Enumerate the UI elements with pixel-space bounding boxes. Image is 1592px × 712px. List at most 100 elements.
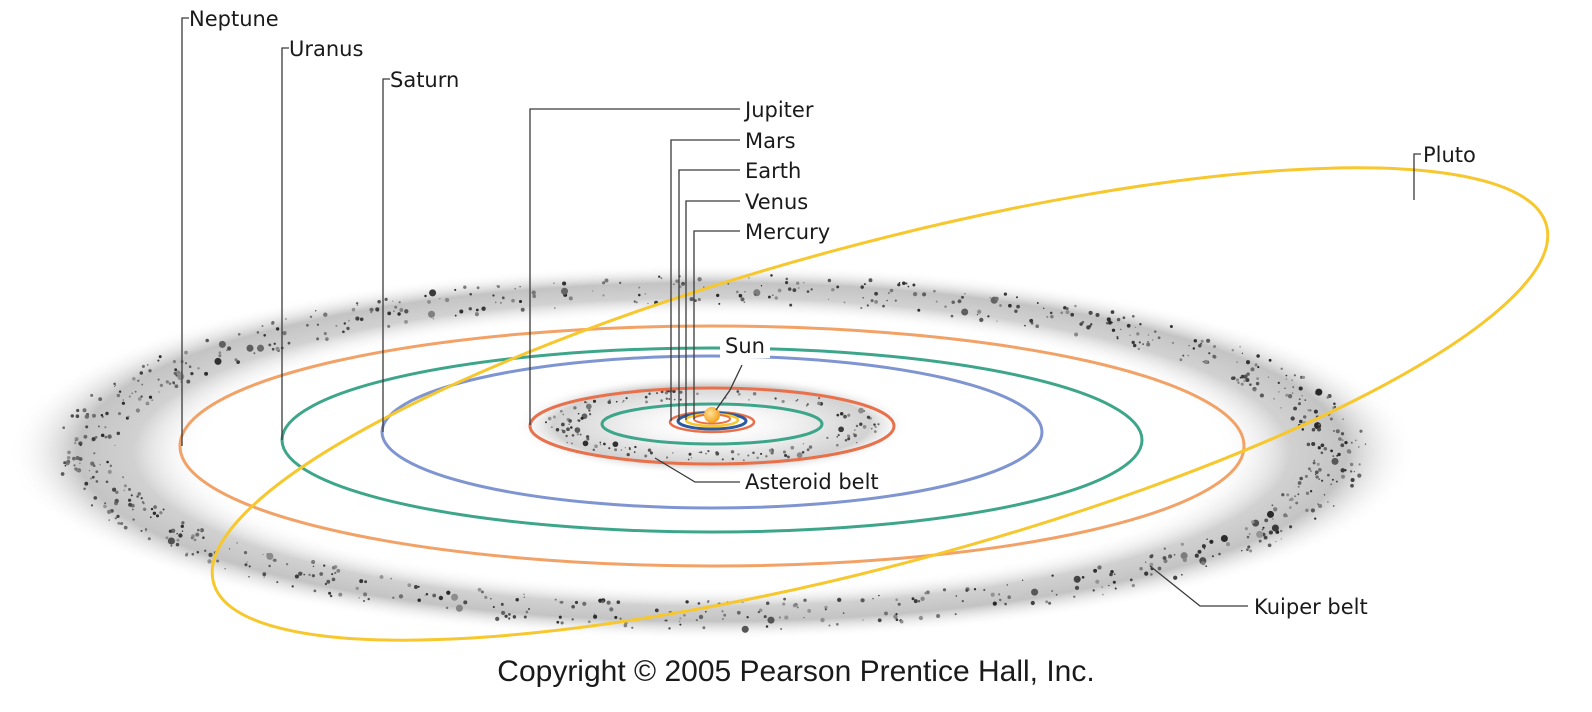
belt-dust-particle <box>181 521 185 525</box>
belt-dust-particle <box>917 600 921 603</box>
belt-dust-particle <box>843 414 847 419</box>
belt-dust-particle <box>246 344 254 352</box>
belt-dust-particle <box>1111 321 1113 324</box>
belt-dust-particle <box>562 413 564 416</box>
belt-dust-particle <box>107 469 112 474</box>
belt-dust-particle <box>1285 374 1288 377</box>
belt-dust-particle <box>123 489 126 492</box>
belt-dust-particle <box>262 553 264 556</box>
belt-dust-particle <box>740 297 745 302</box>
belt-dust-particle <box>550 426 553 429</box>
belt-dust-particle <box>610 608 613 612</box>
belt-dust-particle <box>165 380 169 384</box>
belt-dust-particle <box>631 626 634 629</box>
belt-dust-particle <box>1206 538 1208 540</box>
belt-dust-particle <box>199 529 202 532</box>
belt-dust-particle <box>1048 601 1052 605</box>
belt-dust-particle <box>196 528 200 532</box>
belt-dust-particle <box>765 455 768 458</box>
belt-dust-particle <box>1131 314 1135 318</box>
belt-dust-particle <box>781 399 785 404</box>
label-mars: Mars <box>745 129 796 153</box>
belt-dust-particle <box>475 308 479 312</box>
belt-dust-particle <box>818 397 821 400</box>
belt-dust-particle <box>961 308 969 316</box>
belt-dust-particle <box>1280 367 1283 370</box>
belt-dust-particle <box>877 618 882 623</box>
belt-dust-particle <box>363 592 368 597</box>
belt-dust-particle <box>1050 315 1054 319</box>
belt-dust-particle <box>555 428 560 432</box>
belt-dust-particle <box>907 285 910 288</box>
belt-dust-particle <box>105 480 109 484</box>
belt-dust-particle <box>837 434 840 437</box>
belt-dust-particle <box>404 309 409 314</box>
belt-dust-particle <box>1231 348 1235 352</box>
belt-dust-particle <box>1349 462 1354 467</box>
belt-dust-particle <box>1200 342 1203 345</box>
belt-dust-particle <box>455 604 463 612</box>
belt-dust-particle <box>847 437 851 441</box>
belt-dust-particle <box>519 285 521 288</box>
belt-dust-particle <box>148 395 153 399</box>
belt-dust-particle <box>500 302 502 304</box>
belt-dust-particle <box>167 537 175 545</box>
belt-dust-particle <box>1200 339 1204 343</box>
asteroid-belt-leader <box>654 457 740 483</box>
belt-dust-particle <box>862 425 867 429</box>
belt-dust-particle <box>459 309 464 314</box>
belt-dust-particle <box>1070 312 1075 317</box>
belt-dust-particle <box>141 364 145 368</box>
belt-dust-particle <box>135 408 141 413</box>
belt-dust-particle <box>83 487 86 490</box>
belt-dust-particle <box>480 590 484 594</box>
belt-dust-particle <box>397 312 401 316</box>
belt-dust-particle <box>147 364 149 366</box>
belt-dust-particle <box>994 296 999 301</box>
belt-dust-particle <box>562 281 567 286</box>
belt-dust-particle <box>218 351 222 355</box>
mercury-leader <box>693 230 740 419</box>
belt-dust-particle <box>155 514 160 518</box>
belt-dust-particle <box>123 525 128 530</box>
belt-dust-particle <box>1240 374 1245 379</box>
belt-dust-particle <box>319 572 324 576</box>
belt-dust-particle <box>1344 440 1348 445</box>
belt-dust-particle <box>951 300 955 305</box>
belt-dust-particle <box>647 448 652 452</box>
belt-dust-particle <box>1111 328 1116 332</box>
belt-dust-particle <box>1350 441 1353 444</box>
belt-dust-particle <box>1107 320 1112 325</box>
belt-dust-particle <box>1180 542 1184 546</box>
belt-dust-particle <box>1249 383 1252 386</box>
belt-dust-particle <box>1340 468 1345 473</box>
belt-dust-particle <box>920 596 925 601</box>
belt-dust-particle <box>136 495 139 498</box>
belt-dust-particle <box>120 521 124 526</box>
belt-dust-particle <box>1245 360 1251 365</box>
belt-dust-particle <box>599 441 602 444</box>
belt-dust-particle <box>922 292 927 297</box>
belt-dust-particle <box>1122 316 1126 320</box>
belt-dust-particle <box>174 384 179 389</box>
belt-dust-particle <box>1239 376 1242 379</box>
belt-dust-particle <box>1109 572 1113 577</box>
belt-dust-particle <box>1051 590 1054 592</box>
belt-dust-particle <box>474 312 479 317</box>
belt-dust-particle <box>827 298 830 301</box>
belt-dust-particle <box>730 450 735 454</box>
belt-dust-particle <box>316 323 319 326</box>
belt-dust-particle <box>1293 374 1297 377</box>
belt-dust-particle <box>1258 539 1262 543</box>
belt-dust-particle <box>134 390 137 393</box>
belt-dust-particle <box>1327 473 1330 477</box>
belt-dust-particle <box>73 464 76 467</box>
belt-dust-particle <box>1142 343 1144 345</box>
belt-dust-particle <box>747 454 750 457</box>
belt-dust-particle <box>1273 507 1278 512</box>
belt-dust-particle <box>1147 340 1149 343</box>
belt-dust-particle <box>783 597 786 601</box>
belt-dust-particle <box>660 390 664 394</box>
belt-dust-particle <box>1073 575 1081 583</box>
belt-dust-particle <box>1314 470 1319 475</box>
